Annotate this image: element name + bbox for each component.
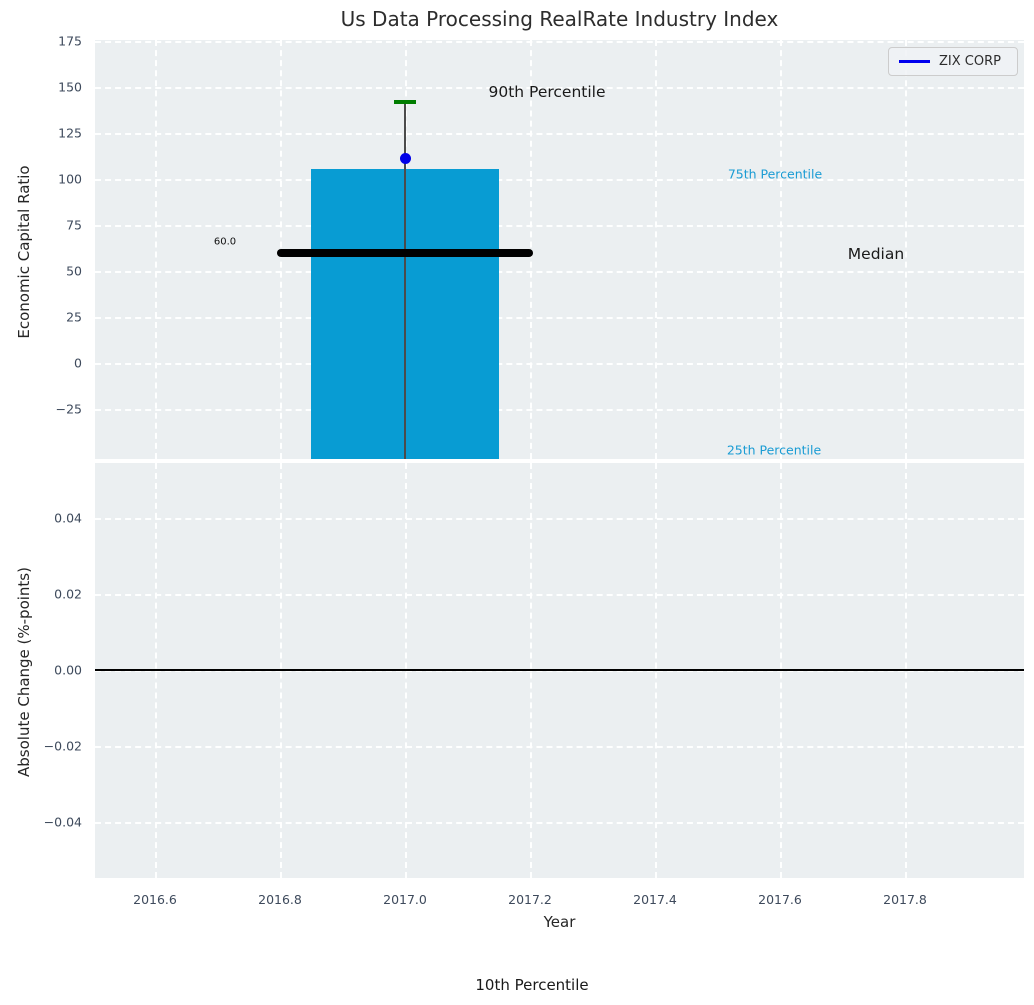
gridline-h-bottom — [95, 745, 1024, 748]
ytick-top: 150 — [58, 79, 82, 95]
annotation-25th-percentile: 25th Percentile — [726, 442, 822, 458]
gridline-h-top — [95, 363, 1024, 365]
gridline-h-bottom — [95, 518, 1024, 521]
company-marker-zix-corp — [399, 153, 411, 165]
legend: ZIX CORP — [888, 47, 1018, 76]
error-bar-line — [404, 101, 406, 459]
annotation-10th-percentile: 10th Percentile — [475, 976, 589, 994]
legend-line-icon — [899, 60, 930, 63]
axes-top-economic-capital-ratio — [95, 40, 1024, 459]
ytick-top: −25 — [55, 401, 82, 417]
p90-cap — [394, 100, 416, 104]
ytick-top: 75 — [66, 217, 82, 233]
gridline-h-top — [95, 225, 1024, 227]
xtick-year: 2016.8 — [258, 892, 302, 907]
ytick-top: 50 — [66, 263, 82, 279]
ytick-top: 175 — [58, 33, 82, 49]
annotation-median: Median — [847, 245, 905, 263]
ytick-top: 125 — [58, 125, 82, 141]
ytick-top: 100 — [58, 171, 82, 187]
gridline-h-top — [95, 179, 1024, 181]
gridline-h-top — [95, 41, 1024, 43]
gridline-h-bottom — [95, 821, 1024, 824]
gridline-h-top — [95, 317, 1024, 319]
median-line — [277, 248, 533, 257]
xtick-year: 2017.8 — [883, 892, 927, 907]
gridline-h-top — [95, 409, 1024, 411]
gridline-h-top — [95, 87, 1024, 89]
ytick-top: 0 — [74, 355, 82, 371]
gridline-v-top — [780, 40, 782, 459]
zero-line — [95, 669, 1024, 671]
annotation-75th-percentile: 75th Percentile — [727, 166, 823, 182]
chart-title: Us Data Processing RealRate Industry Ind… — [340, 7, 779, 31]
gridline-v-top — [655, 40, 657, 459]
xtick-year: 2016.6 — [133, 892, 177, 907]
x-axis-label: Year — [543, 913, 576, 931]
gridline-v-top — [155, 40, 157, 459]
xtick-year: 2017.0 — [383, 892, 427, 907]
gridline-h-bottom — [95, 594, 1024, 597]
gridline-h-top — [95, 271, 1024, 273]
legend-label: ZIX CORP — [939, 54, 1001, 69]
xtick-year: 2017.6 — [758, 892, 802, 907]
annotation-90th-percentile: 90th Percentile — [488, 83, 606, 101]
ytick-bottom: 0.00 — [54, 662, 82, 678]
ytick-top: 25 — [66, 309, 82, 325]
ytick-bottom: −0.04 — [43, 814, 82, 830]
annotation-median-value: 60.0 — [213, 236, 237, 248]
gridline-h-top — [95, 133, 1024, 135]
ytick-bottom: 0.02 — [54, 586, 82, 602]
gridline-h-bottom — [95, 670, 1024, 672]
ytick-bottom: 0.04 — [54, 510, 82, 526]
gridline-v-top — [905, 40, 907, 459]
xtick-year: 2017.2 — [508, 892, 552, 907]
xtick-year: 2017.4 — [633, 892, 677, 907]
ytick-bottom: −0.02 — [43, 738, 82, 754]
